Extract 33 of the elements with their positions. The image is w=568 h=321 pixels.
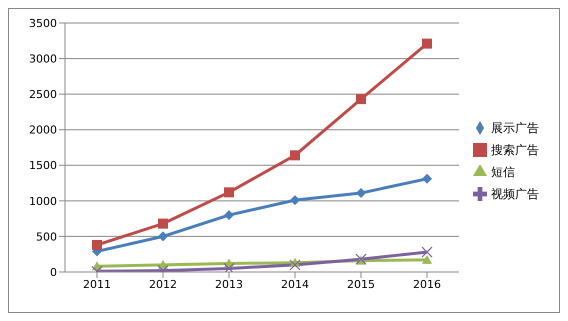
point: [421, 246, 433, 258]
y-tick-label: 1500: [29, 159, 57, 172]
x-tick-label: 2013: [215, 278, 243, 291]
y-tick-label: 500: [36, 230, 57, 244]
y-tick-label: 3000: [29, 52, 57, 66]
point: [158, 218, 168, 229]
y-tick-label: 2000: [29, 124, 57, 137]
point: [223, 262, 235, 272]
legend-label: 短信: [491, 164, 515, 178]
point: [290, 150, 300, 160]
point: [92, 240, 102, 250]
point: [289, 259, 301, 270]
legend-label: 搜索广告: [491, 142, 539, 156]
point: [422, 174, 432, 184]
x-tick-label: 2012: [149, 278, 177, 291]
y-tick-label: 0: [50, 266, 57, 279]
point: [224, 210, 234, 220]
point: [224, 187, 234, 198]
x-tick-label: 2011: [83, 278, 111, 291]
x-tick-label: 2016: [413, 278, 441, 291]
point: [422, 38, 432, 49]
y-tick-label: 3500: [29, 16, 57, 30]
point: [356, 94, 366, 104]
point: [422, 254, 432, 264]
point: [158, 231, 168, 242]
x-tick-label: 2014: [281, 278, 309, 291]
point: [290, 195, 300, 206]
legend-label: 视频广告: [491, 186, 539, 200]
point: [356, 188, 366, 198]
x-tick-label: 2015: [347, 278, 375, 291]
y-tick-label: 1000: [29, 194, 57, 208]
legend-label: 展示广告: [491, 120, 539, 134]
y-tick-label: 2500: [29, 88, 57, 102]
